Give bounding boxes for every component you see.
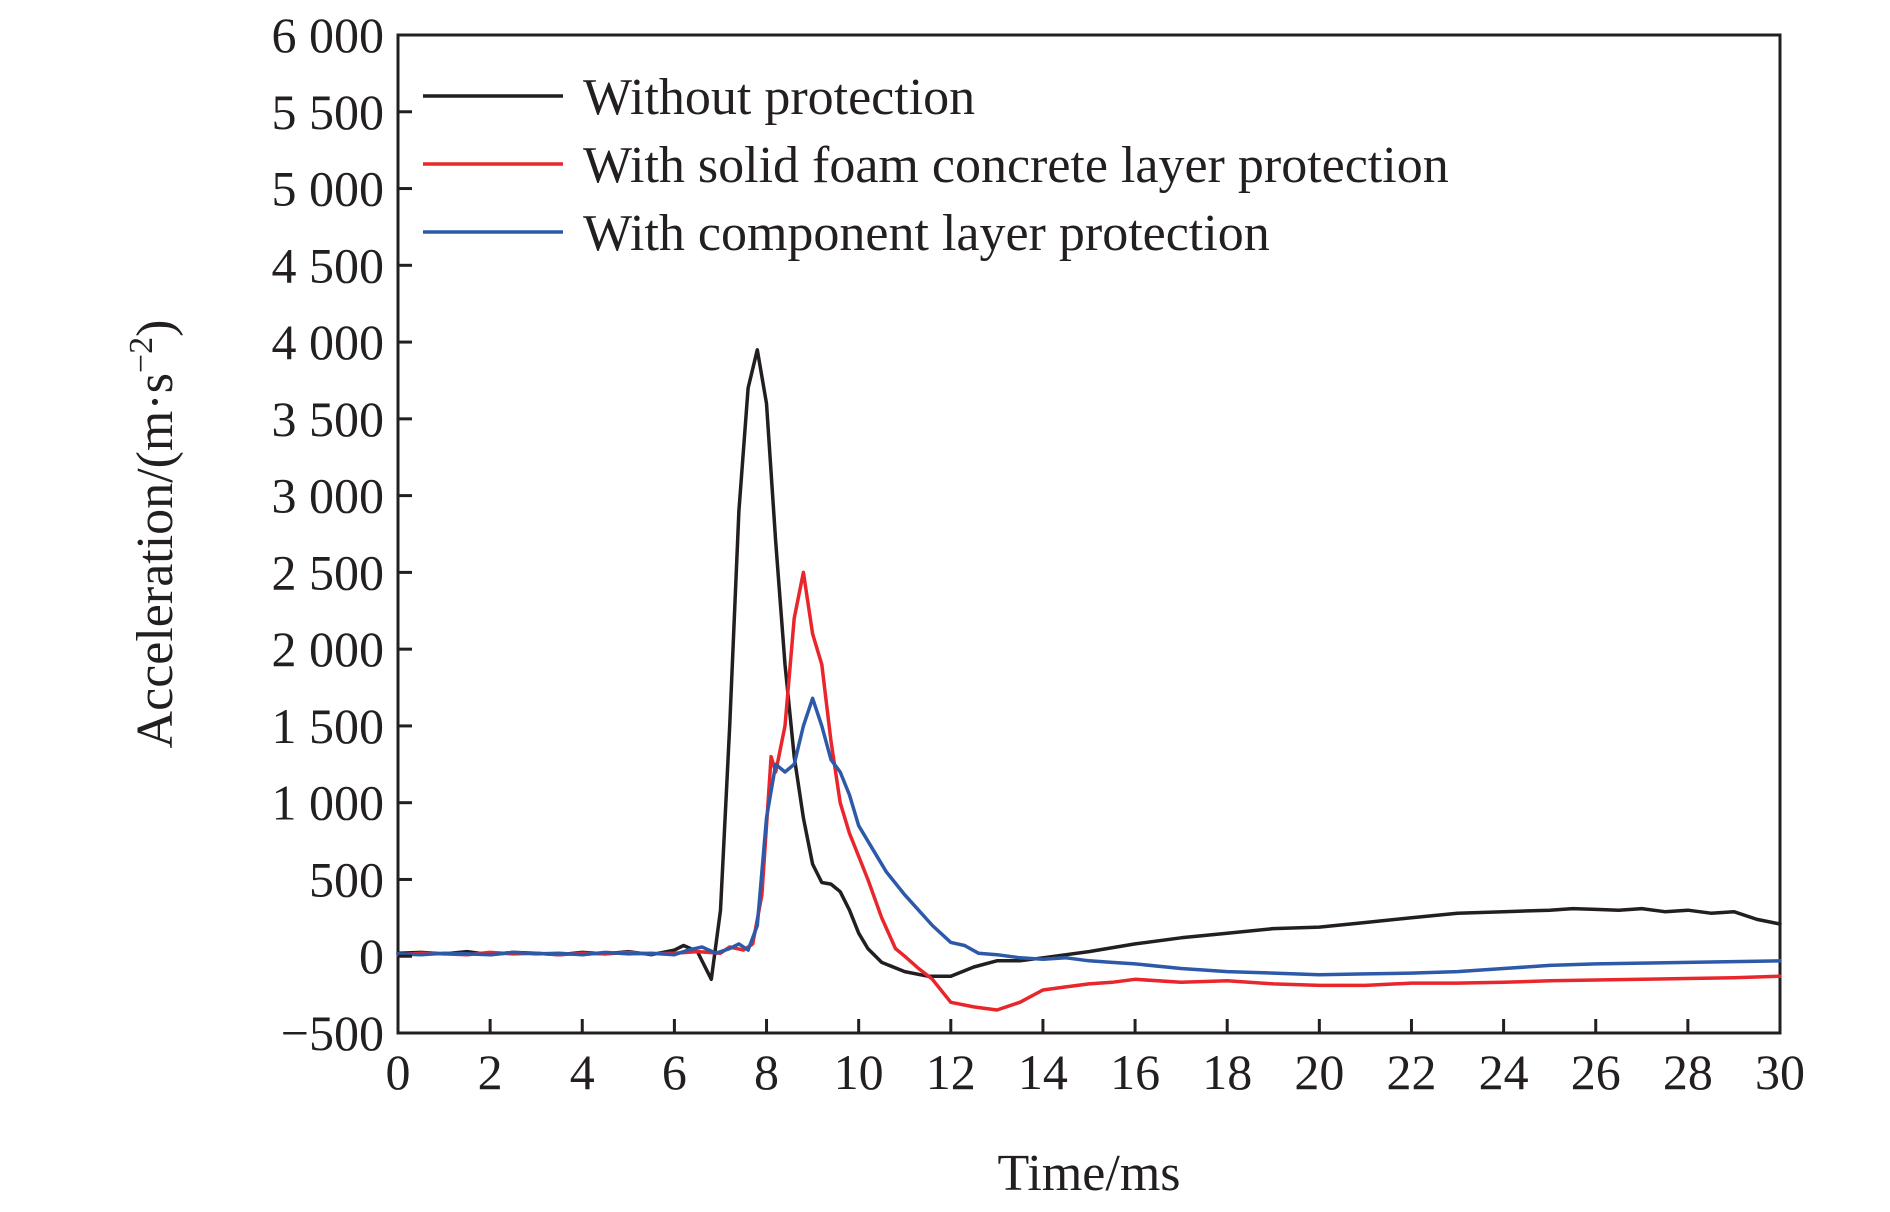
- x-tick-label: 0: [386, 1044, 411, 1100]
- y-axis-title-close: ): [127, 320, 184, 337]
- x-tick-label: 14: [1018, 1044, 1068, 1100]
- x-tick-label: 22: [1386, 1044, 1436, 1100]
- series-line-with-solid-foam-concrete-layer-protection: [396, 570, 1782, 1012]
- x-tick-label: 8: [754, 1044, 779, 1100]
- y-axis-title-superscript: −2: [123, 337, 160, 373]
- legend-label: With solid foam concrete layer protectio…: [583, 137, 1449, 194]
- legend-label: With component layer protection: [583, 205, 1270, 262]
- y-tick-label: 3 500: [272, 391, 385, 447]
- series-layer: [396, 348, 1782, 1012]
- x-axis-title: Time/ms: [997, 1145, 1180, 1202]
- x-tick-label: 26: [1571, 1044, 1621, 1100]
- y-tick-label: 2 000: [272, 621, 385, 677]
- x-tick-label: 4: [570, 1044, 595, 1100]
- y-tick-label: 1 500: [272, 698, 385, 754]
- x-tick-label: 12: [926, 1044, 976, 1100]
- x-tick-label: 18: [1202, 1044, 1252, 1100]
- y-tick-label: 5 000: [272, 161, 385, 217]
- y-tick-label: 3 000: [272, 468, 385, 524]
- x-tick-label: 30: [1755, 1044, 1805, 1100]
- x-tick-label: 28: [1663, 1044, 1713, 1100]
- y-axis: −500 0 500 1 000 1 500 2 000 2 500 3 000 3 500 4 …: [272, 7, 412, 1061]
- y-tick-label: 0: [359, 928, 384, 984]
- y-tick-label: 4 500: [272, 237, 385, 293]
- x-tick-label: 16: [1110, 1044, 1160, 1100]
- y-tick-label: 500: [309, 851, 384, 907]
- plot-frame: [396, 33, 1782, 1035]
- x-tick-label: 24: [1479, 1044, 1529, 1100]
- y-tick-label: 5 500: [272, 84, 385, 140]
- x-axis: 0 2 4 6 8 10 12 14 16 18 20 22 24 26 28 30: [386, 1019, 1805, 1100]
- y-tick-label: 2 500: [272, 544, 385, 600]
- y-tick-label: 1 000: [272, 775, 385, 831]
- x-tick-label: 6: [662, 1044, 687, 1100]
- x-tick-label: 10: [834, 1044, 884, 1100]
- legend: Without protection With solid foam concre…: [423, 69, 1449, 262]
- x-tick-label: 2: [478, 1044, 503, 1100]
- series-line-without-protection: [396, 348, 1782, 982]
- plot-area: [396, 33, 1782, 1035]
- y-tick-label: 6 000: [272, 7, 385, 63]
- y-axis-title: Acceleration/(m·s−2): [123, 320, 184, 749]
- y-tick-label: −500: [281, 1005, 384, 1061]
- legend-label: Without protection: [583, 69, 975, 126]
- y-axis-title-main: Acceleration/(m·s: [127, 373, 184, 748]
- series-line-with-component-layer-protection: [396, 696, 1782, 977]
- y-tick-label: 4 000: [272, 314, 385, 370]
- x-tick-label: 20: [1294, 1044, 1344, 1100]
